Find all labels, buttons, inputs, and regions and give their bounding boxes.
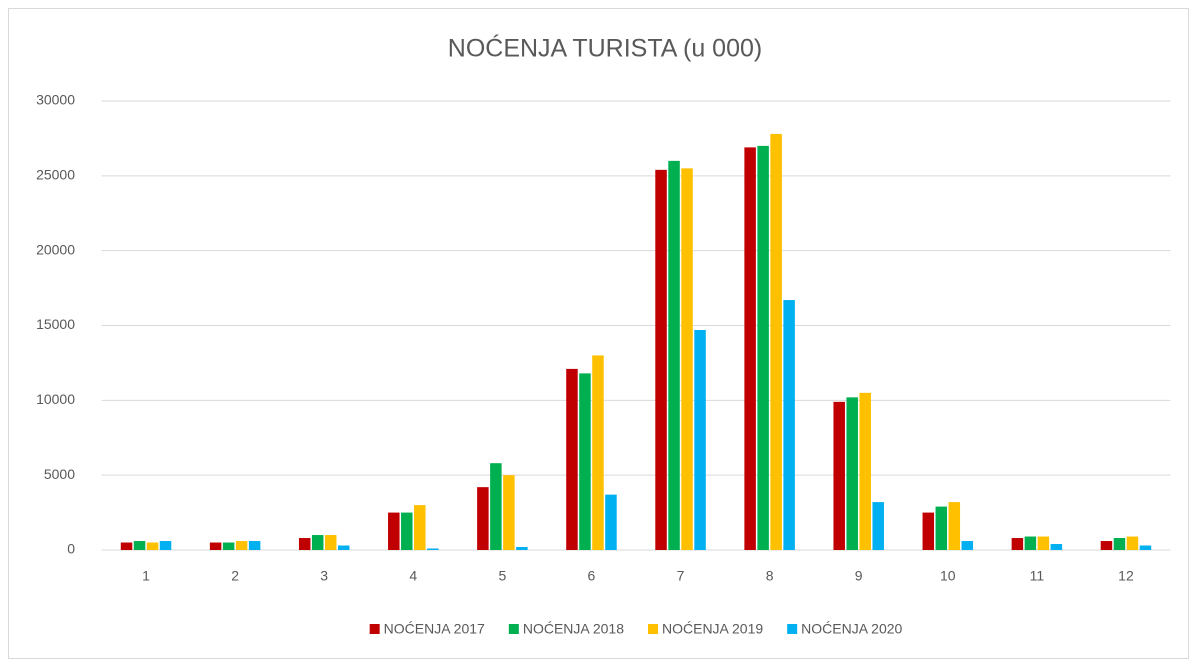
bar — [922, 512, 935, 550]
bar — [579, 373, 591, 550]
bar — [1139, 545, 1152, 550]
bar — [1024, 536, 1037, 550]
bar — [516, 547, 528, 550]
x-tick-label: 11 — [1030, 568, 1045, 584]
bar — [235, 541, 248, 550]
bar — [668, 160, 680, 550]
bar — [146, 542, 159, 550]
bar — [159, 541, 172, 550]
bar — [414, 505, 426, 550]
bar — [120, 542, 133, 550]
bar — [961, 541, 974, 550]
bar — [655, 169, 667, 550]
bar — [209, 542, 222, 550]
y-tick-label: 15000 — [36, 316, 75, 332]
bar — [477, 487, 489, 550]
x-tick-label: 5 — [498, 568, 506, 584]
bar — [592, 355, 604, 550]
bar — [1011, 538, 1024, 550]
legend-label: NOĆENJA 2018 — [523, 621, 624, 637]
bar — [783, 300, 795, 550]
bar — [935, 506, 948, 550]
bar — [757, 145, 769, 550]
bar — [948, 502, 961, 550]
bar — [833, 401, 845, 550]
bar — [298, 538, 311, 550]
y-tick-label: 0 — [67, 541, 75, 557]
bar — [401, 512, 413, 550]
bar — [427, 548, 439, 550]
bar — [605, 494, 617, 550]
bar — [770, 133, 782, 550]
chart-border — [8, 8, 1189, 659]
x-tick-label: 12 — [1118, 568, 1134, 584]
bar — [744, 147, 756, 550]
bar — [681, 168, 693, 550]
x-tick-label: 3 — [320, 568, 328, 584]
bar — [324, 535, 337, 550]
bar — [248, 541, 261, 550]
bar — [388, 512, 400, 550]
legend-swatch — [369, 624, 380, 634]
y-tick-label: 30000 — [36, 92, 75, 108]
bar — [846, 397, 858, 550]
bar — [566, 368, 578, 550]
bar — [503, 475, 515, 550]
bar — [872, 502, 884, 550]
bar — [133, 541, 146, 550]
chart-title: NOĆENJA TURISTA (u 000) — [448, 34, 762, 63]
legend-label: NOĆENJA 2019 — [662, 621, 763, 637]
bar — [694, 329, 706, 550]
legend-swatch — [648, 624, 658, 634]
bar — [222, 542, 235, 550]
y-tick-label: 5000 — [44, 466, 75, 482]
x-tick-label: 10 — [940, 568, 956, 584]
bar — [1113, 538, 1126, 550]
x-tick-label: 8 — [766, 568, 774, 584]
bar — [1050, 544, 1063, 550]
x-tick-label: 7 — [677, 568, 685, 584]
bar — [337, 545, 350, 550]
x-tick-label: 9 — [855, 568, 863, 584]
x-tick-label: 6 — [588, 568, 596, 584]
x-tick-label: 1 — [142, 568, 150, 584]
y-tick-label: 20000 — [36, 241, 75, 257]
x-tick-label: 4 — [409, 568, 417, 584]
bar — [1037, 536, 1050, 550]
y-tick-label: 25000 — [36, 167, 75, 183]
bar — [311, 535, 324, 550]
bar — [1126, 536, 1139, 550]
legend-label: NOĆENJA 2017 — [384, 621, 485, 637]
legend-swatch — [787, 624, 798, 634]
bar — [859, 392, 871, 550]
y-tick-label: 10000 — [36, 391, 75, 407]
legend-swatch — [508, 624, 519, 634]
bar — [490, 463, 502, 550]
x-tick-label: 2 — [231, 568, 239, 584]
bar — [1100, 541, 1113, 550]
legend-label: NOĆENJA 2020 — [801, 621, 902, 637]
